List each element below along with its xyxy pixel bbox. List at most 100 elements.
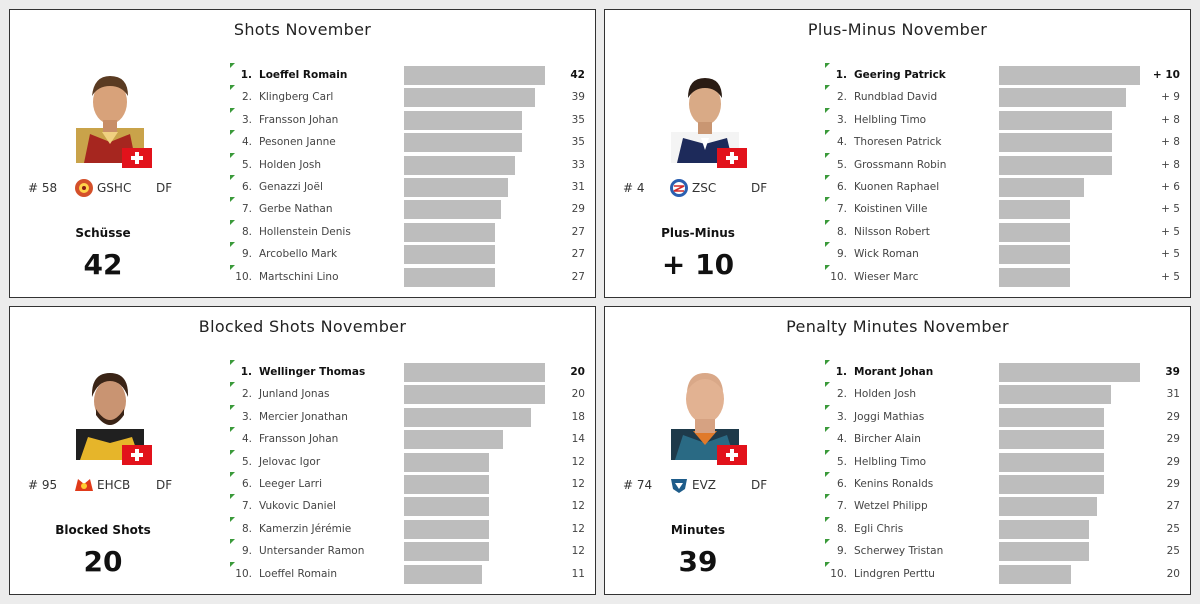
player-name: Vukovic Daniel — [259, 500, 336, 513]
bar-value-label: 39 — [571, 91, 585, 104]
player-name: Gerbe Nathan — [259, 203, 333, 216]
rank-marker-icon — [230, 130, 235, 136]
rank-marker-icon — [230, 382, 235, 388]
rank-label: 8. — [836, 225, 847, 238]
team-code: ZSC — [692, 181, 717, 195]
player-name: Junland Jonas — [259, 388, 330, 401]
rank-label: 5. — [241, 158, 252, 171]
bar — [404, 88, 535, 108]
rank-label: 1. — [835, 69, 847, 81]
player-name: Helbling Timo — [854, 113, 927, 126]
chart-panel-plus-minus: Plus-Minus November # 4 ZSC DF Plus-Minu… — [604, 9, 1191, 298]
table-row: 7. Koistinen Ville + 5 — [825, 197, 1185, 221]
player-name: Martschini Lino — [259, 270, 339, 283]
rank-label: 3. — [241, 410, 252, 423]
bar-value-label: 25 — [1166, 522, 1180, 535]
bar — [404, 363, 545, 382]
rank-label: 2. — [241, 91, 252, 104]
player-name: Rundblad David — [854, 91, 938, 104]
bar — [999, 88, 1126, 108]
bar — [999, 564, 1072, 584]
bar — [999, 245, 1070, 265]
rank-marker-icon — [825, 85, 830, 91]
player-name: Helbling Timo — [854, 455, 927, 468]
stat-label: Minutes — [670, 523, 726, 537]
bar — [999, 430, 1104, 450]
bar-value-label: 12 — [571, 500, 585, 513]
table-row: 9. Wick Roman + 5 — [825, 242, 1185, 266]
rank-label: 1. — [240, 69, 252, 81]
rank-label: 4. — [241, 433, 252, 446]
rank-marker-icon — [230, 360, 235, 365]
bar — [404, 430, 503, 450]
rank-marker-icon — [825, 360, 830, 365]
table-row: 2. Klingberg Carl 39 — [230, 85, 590, 109]
rank-label: 7. — [836, 500, 847, 513]
table-row: 9. Arcobello Mark 27 — [230, 242, 590, 266]
rank-marker-icon — [230, 175, 235, 180]
team-code: EHCB — [97, 478, 131, 492]
rank-marker-icon — [230, 85, 235, 91]
player-name: Kamerzin Jérémie — [259, 522, 352, 535]
player-name: Fransson Johan — [259, 433, 339, 446]
table-row: 7. Vukovic Daniel 12 — [230, 494, 590, 518]
bar — [404, 245, 495, 265]
player-name: Bircher Alain — [854, 433, 921, 446]
rank-label: 6. — [836, 181, 847, 193]
rank-marker-icon — [825, 472, 830, 477]
bar — [404, 497, 489, 517]
player-position: DF — [156, 181, 173, 195]
bar — [404, 564, 482, 584]
bar — [999, 66, 1140, 85]
rank-label: 8. — [836, 522, 847, 535]
rank-label: 1. — [835, 366, 847, 378]
player-position: DF — [751, 181, 768, 195]
swiss-flag-icon — [717, 148, 747, 168]
table-row: 10. Lindgren Perttu 20 — [825, 561, 1185, 586]
rank-marker-icon — [825, 175, 830, 180]
bar — [404, 452, 489, 472]
rank-label: 10. — [235, 567, 252, 580]
swiss-flag-icon — [717, 445, 747, 465]
bar — [999, 133, 1112, 153]
player-number: # 95 — [28, 478, 58, 492]
table-row: 1. Geering Patrick + 10 — [825, 63, 1185, 87]
table-row: 4. Thoresen Patrick + 8 — [825, 130, 1185, 154]
bar — [999, 200, 1070, 220]
stat-label: Plus-Minus — [661, 226, 735, 240]
bar — [404, 155, 515, 175]
team-code: EVZ — [692, 478, 717, 492]
bar-value-label: 20 — [571, 388, 585, 401]
bar — [999, 222, 1070, 242]
bar-value-label: + 10 — [1152, 69, 1180, 81]
chart-panel-penalty-minutes: Penalty Minutes November # 74 EVZ DF Min… — [604, 306, 1191, 595]
swiss-flag-icon — [122, 148, 152, 168]
bar — [404, 178, 509, 197]
bar-value-label: + 8 — [1161, 136, 1180, 149]
player-name: Genazzi Joël — [259, 181, 323, 193]
bar — [404, 200, 502, 220]
bar — [999, 155, 1112, 175]
rank-label: 1. — [240, 366, 252, 378]
rank-label: 4. — [241, 136, 252, 149]
rank-label: 2. — [241, 388, 252, 401]
bar-value-label: + 9 — [1161, 91, 1180, 104]
table-row: 5. Helbling Timo 29 — [825, 449, 1185, 474]
rank-label: 10. — [830, 567, 847, 580]
bar — [999, 385, 1112, 405]
table-row: 1. Wellinger Thomas 20 — [230, 360, 590, 384]
player-name: Geering Patrick — [854, 69, 946, 81]
bar-value-label: + 6 — [1161, 181, 1180, 193]
player-name: Loeffel Romain — [259, 567, 337, 580]
rank-marker-icon — [230, 472, 235, 477]
rank-marker-icon — [825, 63, 830, 68]
chart-title: Penalty Minutes November — [786, 317, 1009, 336]
bar-value-label: + 5 — [1161, 203, 1180, 216]
player-name: Klingberg Carl — [259, 91, 334, 104]
player-name: Wieser Marc — [854, 270, 919, 283]
player-position: DF — [751, 478, 768, 492]
zsc-logo-icon — [670, 179, 688, 197]
player-name: Jelovac Igor — [259, 455, 321, 468]
rank-marker-icon — [230, 561, 235, 567]
bar — [404, 542, 489, 562]
